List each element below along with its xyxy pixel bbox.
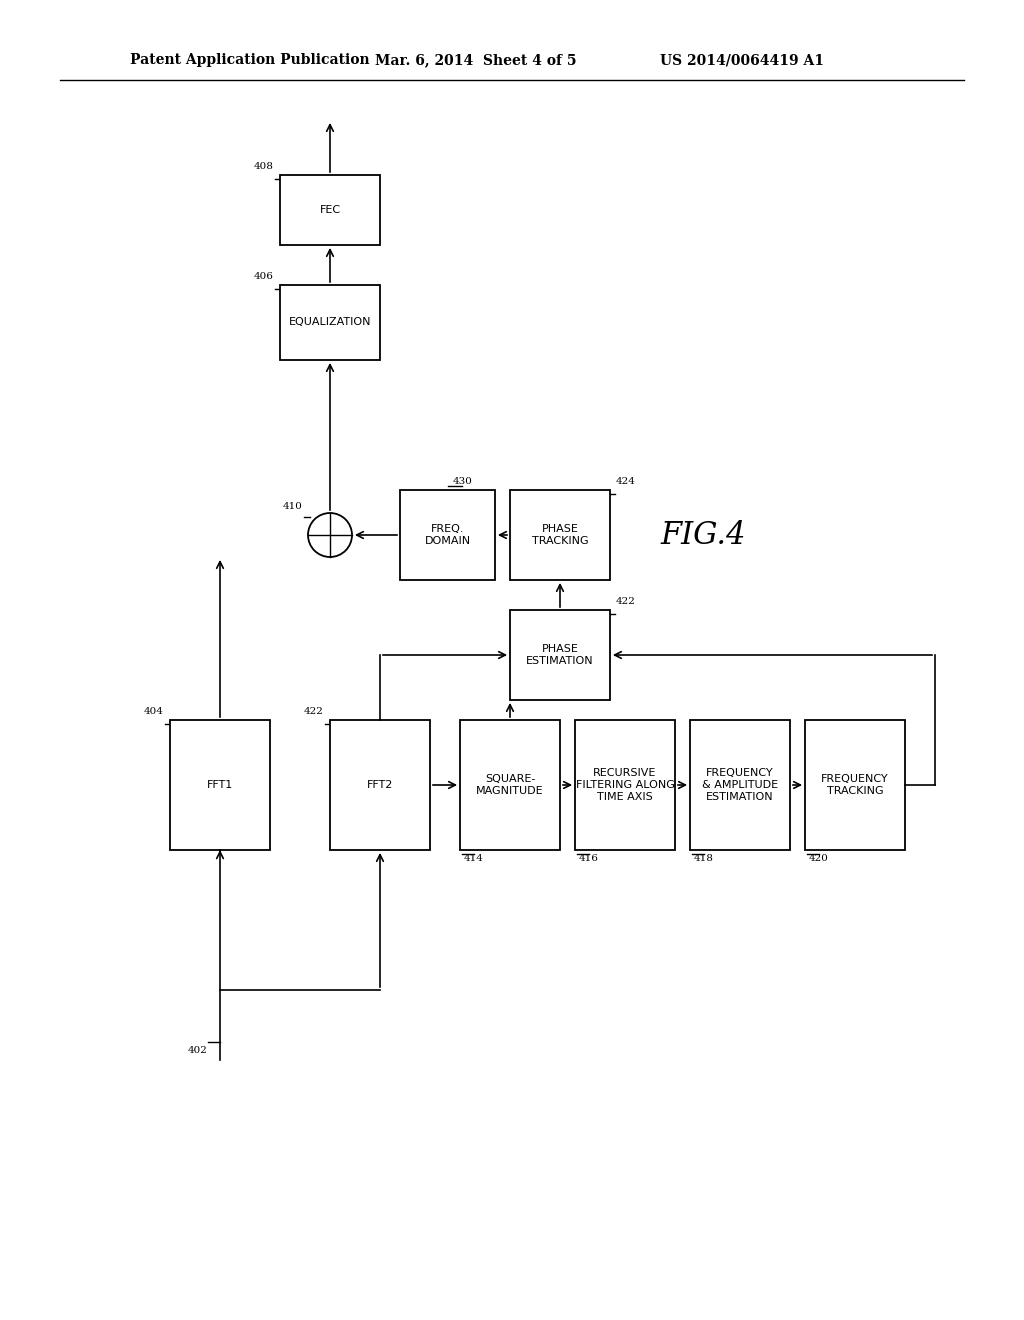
Text: 410: 410 [283,502,303,511]
Text: 424: 424 [616,477,636,486]
Bar [400,490,495,579]
Text: FFT2: FFT2 [367,780,393,789]
Text: Mar. 6, 2014  Sheet 4 of 5: Mar. 6, 2014 Sheet 4 of 5 [375,53,577,67]
Text: 422: 422 [304,708,324,715]
Bar [510,610,610,700]
Text: 408: 408 [254,162,274,172]
Text: 420: 420 [809,854,828,863]
Text: 402: 402 [188,1045,208,1055]
Text: Patent Application Publication: Patent Application Publication [130,53,370,67]
Text: 430: 430 [453,477,472,486]
Bar [460,719,560,850]
Text: 414: 414 [464,854,484,863]
Bar [280,285,380,360]
Bar [330,719,430,850]
Text: US 2014/0064419 A1: US 2014/0064419 A1 [660,53,824,67]
Bar [575,719,675,850]
Text: EQUALIZATION: EQUALIZATION [289,318,372,327]
Text: RECURSIVE
FILTERING ALONG
TIME AXIS: RECURSIVE FILTERING ALONG TIME AXIS [575,768,675,801]
Text: 416: 416 [579,854,599,863]
Text: FREQ.
DOMAIN: FREQ. DOMAIN [424,524,471,545]
Text: 404: 404 [144,708,164,715]
Text: PHASE
TRACKING: PHASE TRACKING [531,524,589,545]
Text: 418: 418 [694,854,714,863]
Bar [280,176,380,246]
Text: FREQUENCY
TRACKING: FREQUENCY TRACKING [821,775,889,796]
Text: FREQUENCY
& AMPLITUDE
ESTIMATION: FREQUENCY & AMPLITUDE ESTIMATION [701,768,778,801]
Text: SQUARE-
MAGNITUDE: SQUARE- MAGNITUDE [476,775,544,796]
Bar [170,719,270,850]
Text: FFT1: FFT1 [207,780,233,789]
Text: FIG.4: FIG.4 [660,520,745,550]
Text: PHASE
ESTIMATION: PHASE ESTIMATION [526,644,594,665]
Text: 422: 422 [616,597,636,606]
Text: 406: 406 [254,272,274,281]
Bar [805,719,905,850]
Bar [510,490,610,579]
Bar [690,719,790,850]
Text: FEC: FEC [319,205,341,215]
